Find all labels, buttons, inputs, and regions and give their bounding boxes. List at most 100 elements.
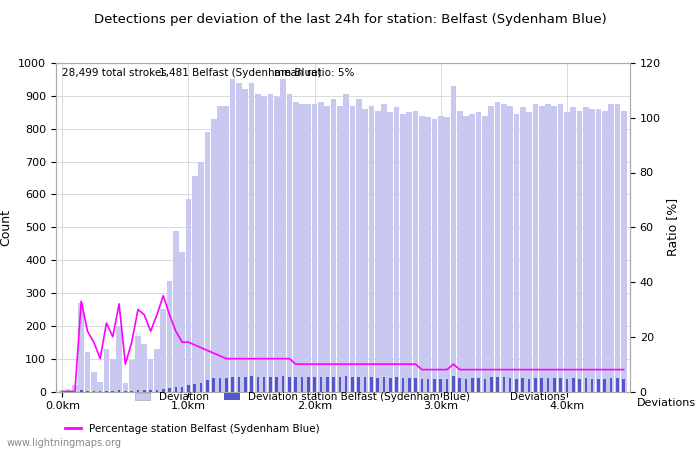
Bar bbox=[432, 119, 438, 392]
Bar bbox=[320, 377, 322, 392]
Bar bbox=[251, 376, 253, 392]
Bar bbox=[110, 359, 116, 392]
Bar bbox=[286, 94, 292, 392]
Bar bbox=[267, 94, 273, 392]
Bar bbox=[148, 359, 153, 392]
Bar bbox=[421, 379, 423, 392]
Bar bbox=[173, 230, 178, 392]
Bar bbox=[198, 162, 204, 392]
Bar bbox=[199, 383, 202, 392]
Bar bbox=[457, 111, 463, 392]
Bar bbox=[218, 378, 221, 392]
Bar bbox=[608, 104, 614, 392]
Bar bbox=[520, 108, 526, 392]
Bar bbox=[388, 112, 393, 392]
Bar bbox=[174, 387, 177, 392]
Bar bbox=[433, 379, 435, 392]
Text: Deviations: Deviations bbox=[637, 398, 696, 408]
Bar bbox=[533, 104, 538, 392]
Bar bbox=[217, 106, 223, 392]
Bar bbox=[78, 303, 84, 392]
Text: 1,481 Belfast (Sydenham Blue): 1,481 Belfast (Sydenham Blue) bbox=[160, 68, 322, 78]
Bar bbox=[477, 378, 480, 392]
Bar bbox=[307, 377, 309, 392]
Bar bbox=[136, 390, 139, 392]
Bar bbox=[261, 96, 267, 392]
Bar bbox=[621, 111, 626, 392]
Bar bbox=[559, 378, 562, 392]
Bar bbox=[160, 310, 166, 392]
Bar bbox=[368, 106, 374, 392]
Bar bbox=[143, 390, 146, 392]
Bar bbox=[489, 106, 494, 392]
Bar bbox=[375, 111, 381, 392]
Bar bbox=[314, 377, 316, 392]
Bar bbox=[356, 99, 362, 392]
Bar bbox=[528, 379, 531, 392]
Bar bbox=[274, 98, 279, 392]
Bar bbox=[616, 378, 619, 392]
Bar bbox=[206, 380, 209, 392]
Bar bbox=[130, 391, 133, 392]
Bar bbox=[248, 83, 254, 392]
Bar bbox=[362, 109, 368, 392]
Legend: Deviation, Deviation station Belfast (Sydenham Blue), Deviations: Deviation, Deviation station Belfast (Sy… bbox=[130, 388, 570, 406]
Bar bbox=[370, 378, 372, 392]
Bar bbox=[596, 109, 601, 392]
Bar bbox=[86, 391, 89, 392]
Bar bbox=[105, 391, 108, 392]
Bar bbox=[526, 112, 532, 392]
Bar bbox=[394, 108, 400, 392]
Bar bbox=[463, 116, 469, 392]
Bar bbox=[597, 379, 600, 392]
Bar bbox=[364, 378, 366, 392]
Bar bbox=[471, 378, 474, 392]
Bar bbox=[553, 378, 556, 392]
Bar bbox=[225, 378, 228, 392]
Bar bbox=[295, 377, 297, 392]
Bar bbox=[91, 372, 97, 392]
Bar bbox=[181, 387, 183, 392]
Bar bbox=[476, 112, 482, 392]
Bar bbox=[564, 112, 570, 392]
Bar bbox=[305, 104, 311, 392]
Bar bbox=[508, 106, 513, 392]
Bar bbox=[324, 106, 330, 392]
Bar bbox=[326, 378, 328, 392]
Bar bbox=[186, 199, 191, 392]
Bar bbox=[223, 106, 229, 392]
Bar bbox=[615, 104, 620, 392]
Bar bbox=[280, 79, 286, 391]
Bar bbox=[288, 377, 290, 392]
Bar bbox=[552, 106, 557, 392]
Bar bbox=[577, 111, 582, 392]
Bar bbox=[111, 391, 114, 392]
Bar bbox=[343, 94, 349, 392]
Bar bbox=[426, 117, 431, 392]
Bar bbox=[312, 104, 318, 392]
Bar bbox=[255, 94, 260, 392]
Bar bbox=[330, 99, 337, 392]
Bar bbox=[299, 104, 304, 392]
Bar bbox=[212, 378, 215, 392]
Bar bbox=[351, 378, 354, 392]
Bar bbox=[470, 114, 475, 392]
Bar bbox=[72, 385, 78, 392]
Bar bbox=[482, 116, 488, 392]
Bar bbox=[458, 378, 461, 392]
Bar bbox=[547, 378, 550, 392]
Bar bbox=[414, 378, 416, 392]
Bar bbox=[154, 349, 160, 392]
Bar bbox=[92, 391, 95, 392]
Bar bbox=[591, 379, 594, 392]
Bar bbox=[60, 390, 65, 392]
Bar bbox=[583, 108, 589, 392]
Bar bbox=[80, 390, 83, 392]
Bar bbox=[584, 378, 587, 392]
Bar bbox=[383, 378, 385, 392]
Bar bbox=[540, 378, 543, 392]
Y-axis label: Count: Count bbox=[0, 209, 13, 246]
Bar bbox=[263, 377, 265, 392]
Bar bbox=[509, 378, 512, 392]
Bar bbox=[301, 377, 303, 392]
